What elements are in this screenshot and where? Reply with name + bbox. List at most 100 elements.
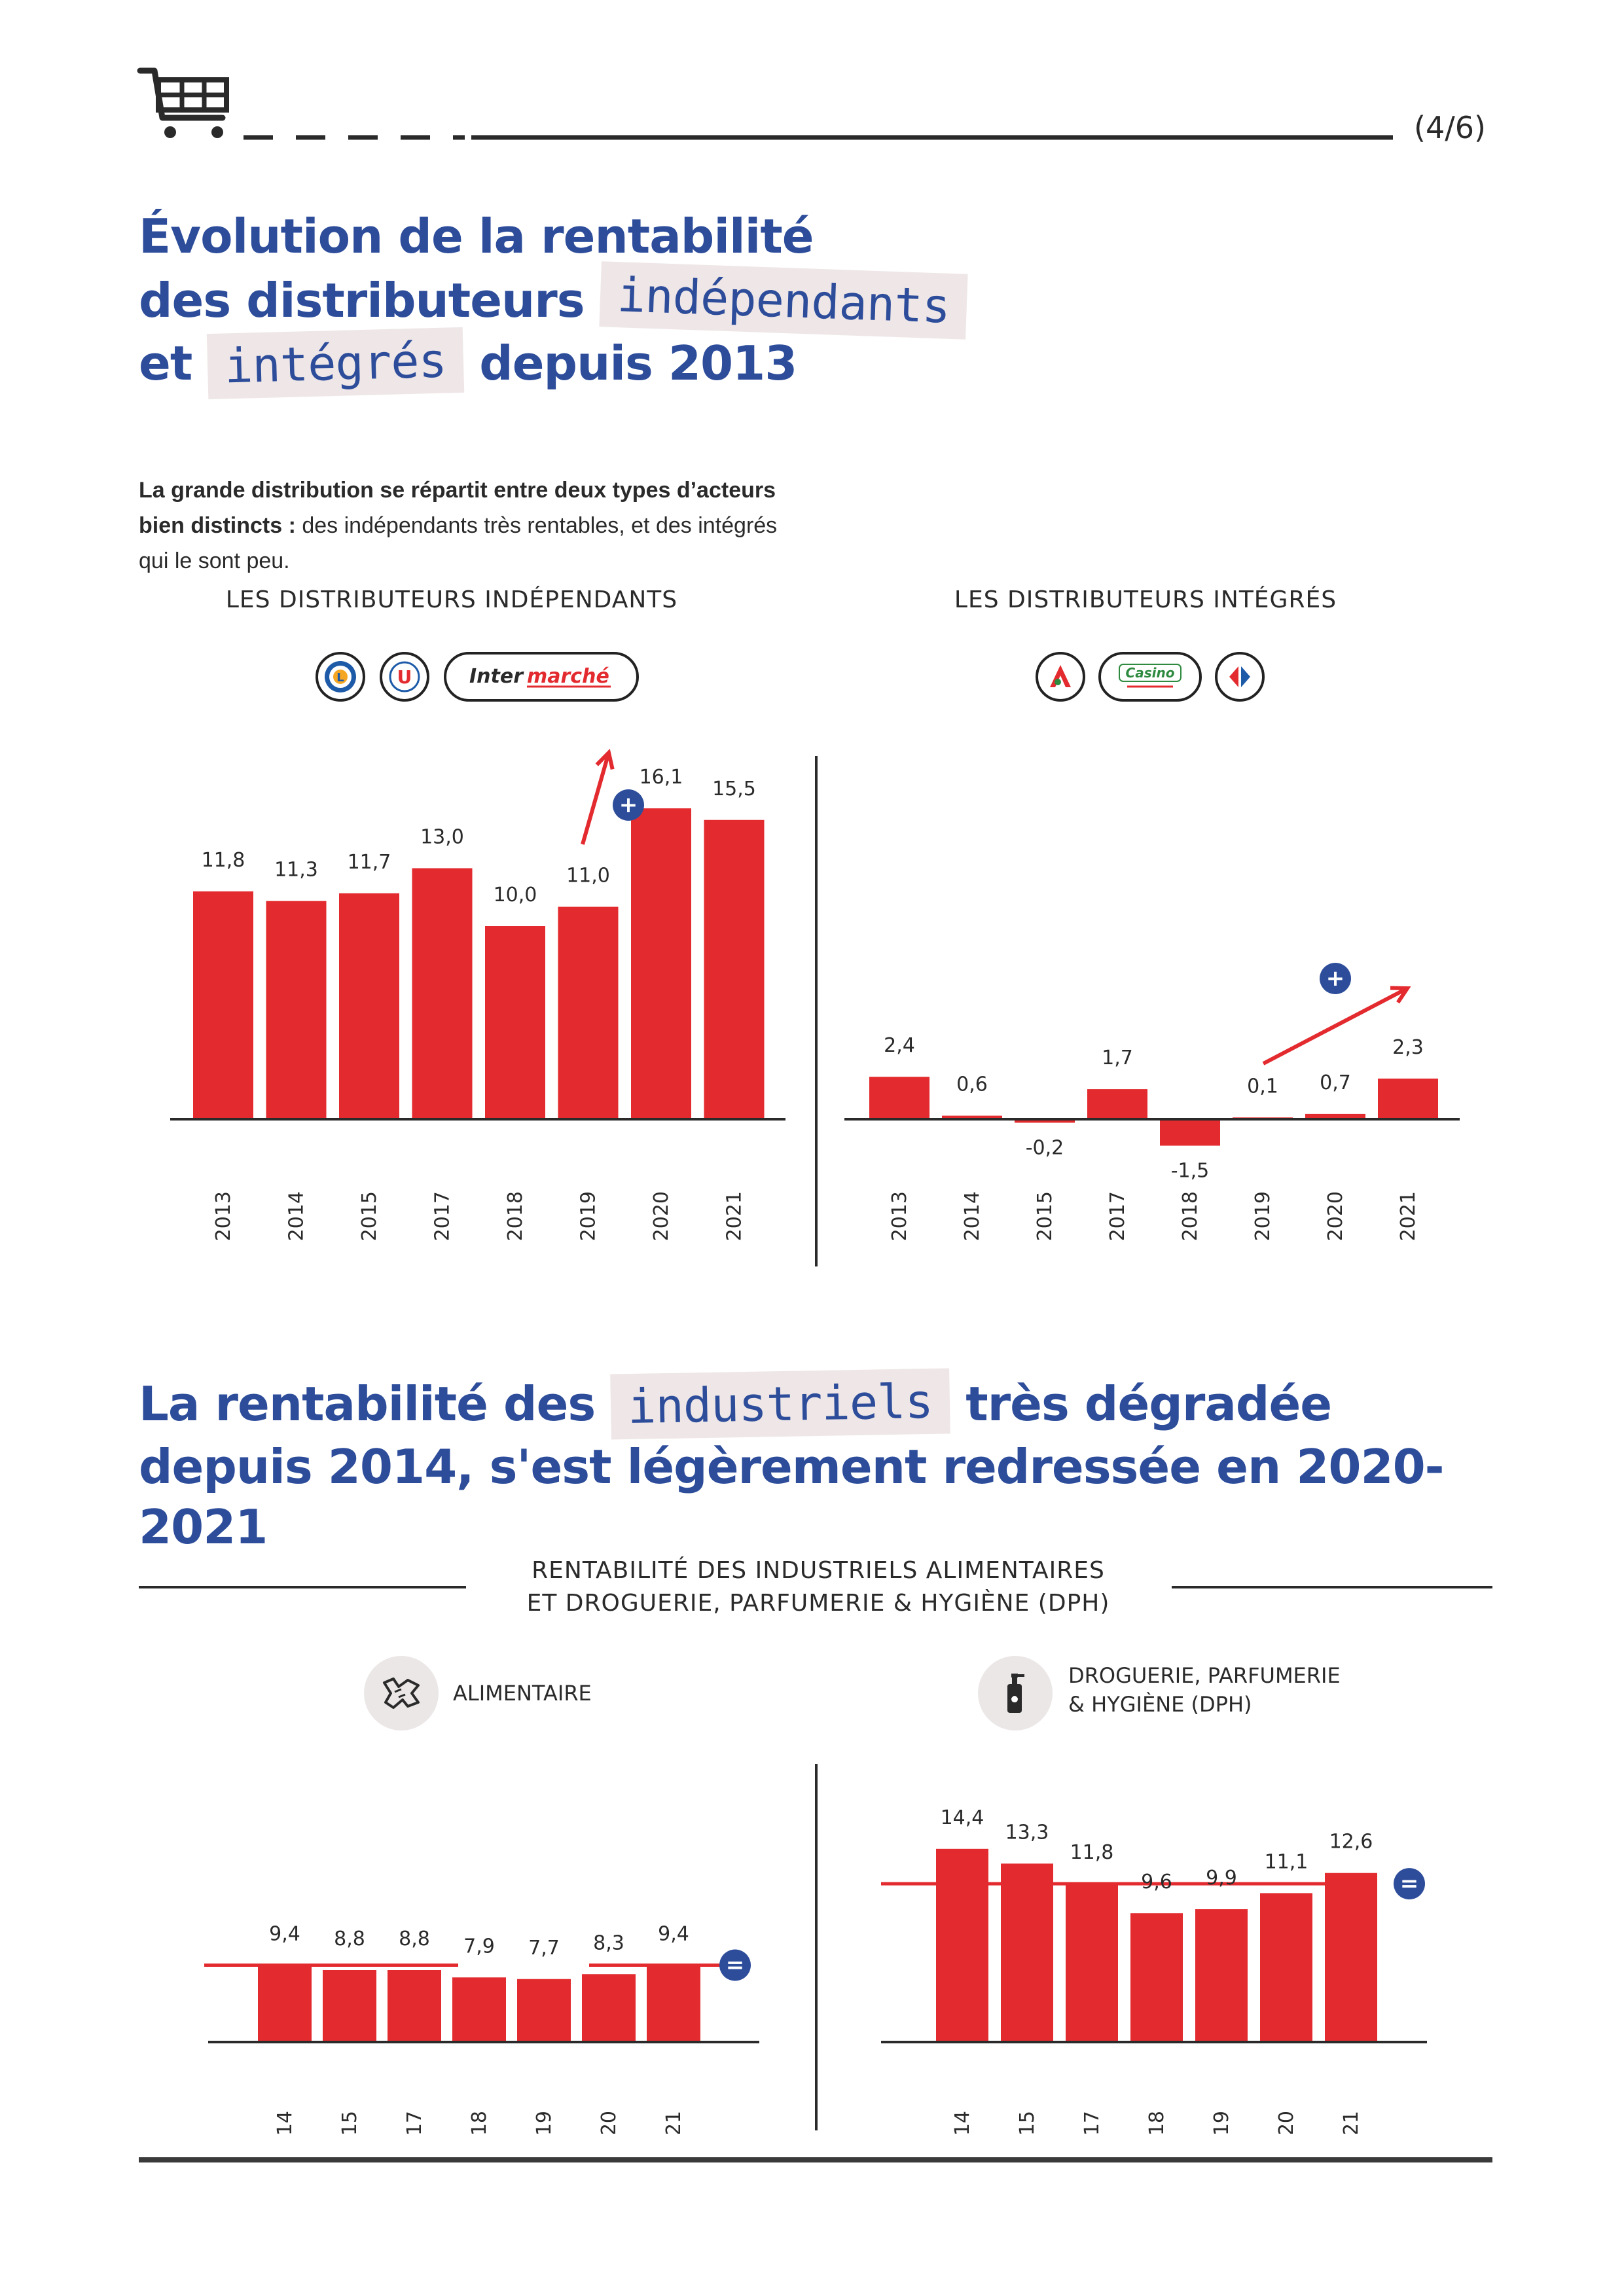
bar-2020 bbox=[1305, 1113, 1365, 1119]
tick-label-2014: 2014 bbox=[951, 2111, 974, 2134]
data-label-2015: 8,8 bbox=[334, 1928, 365, 1950]
data-label-2019: 7,7 bbox=[528, 1937, 560, 1960]
bar-2019 bbox=[1195, 1909, 1248, 2042]
trend-arrow-up bbox=[1262, 986, 1411, 1066]
tick-label-2019: 2019 bbox=[1210, 2111, 1233, 2134]
dph-label: DROGUERIE, PARFUMERIE & HYGIÈNE (DPH) bbox=[1068, 1661, 1341, 1719]
header-rule bbox=[244, 135, 1393, 140]
tick-label-2015: 2015 bbox=[1016, 2111, 1039, 2134]
tick-label-2020: 2020 bbox=[1324, 1191, 1347, 1241]
title2-line-1a: La rentabilité des bbox=[139, 1376, 596, 1431]
data-label-2021: 9,4 bbox=[658, 1923, 689, 1946]
bar-2013 bbox=[193, 891, 253, 1119]
intro-line-3: qui le sont peu. bbox=[139, 548, 290, 573]
tick-label-2013: 2013 bbox=[212, 1191, 235, 1241]
bar-2015 bbox=[1001, 1863, 1053, 2042]
dph-label-line-1: DROGUERIE, PARFUMERIE bbox=[1068, 1663, 1341, 1688]
data-label-2021: 15,5 bbox=[712, 778, 756, 800]
title2-line-2: depuis 2014, s'est légèrement redressée … bbox=[139, 1439, 1445, 1554]
highlight-independants: indépendants bbox=[599, 261, 968, 340]
intermarche-logo: Inter marché bbox=[444, 652, 639, 702]
bar-2018 bbox=[1130, 1913, 1183, 2042]
bar-2021 bbox=[704, 819, 765, 1119]
tick-label-2015: 2015 bbox=[1034, 1191, 1056, 1241]
data-label-2018: 10,0 bbox=[494, 884, 537, 906]
data-label-2015: -0,2 bbox=[1026, 1136, 1064, 1159]
bar-2014 bbox=[258, 1965, 312, 2042]
tick-label-2018: 2018 bbox=[1179, 1191, 1202, 1241]
intro-paragraph: La grande distribution se répartit entre… bbox=[139, 473, 924, 579]
data-label-2015: 11,7 bbox=[348, 851, 391, 874]
svg-text:marché: marché bbox=[527, 665, 609, 688]
svg-text:U: U bbox=[397, 666, 412, 688]
tick-label-2018: 2018 bbox=[504, 1191, 527, 1241]
data-label-2019: 0,1 bbox=[1247, 1075, 1278, 1098]
svg-text:=: = bbox=[726, 1952, 745, 1979]
bar-2018 bbox=[1160, 1119, 1220, 1146]
tick-label-2019: 2019 bbox=[533, 2111, 556, 2134]
tick-label-2017: 2017 bbox=[431, 1191, 454, 1241]
bar-2021 bbox=[647, 1965, 700, 2042]
tick-label-2019: 2019 bbox=[577, 1191, 600, 1241]
bar-2021 bbox=[1378, 1078, 1438, 1119]
data-label-2013: 2,4 bbox=[884, 1034, 915, 1057]
data-label-2013: 11,8 bbox=[202, 849, 245, 872]
section2-heading-line-1: RENTABILITÉ DES INDUSTRIELS ALIMENTAIRES bbox=[532, 1557, 1105, 1584]
bar-2018 bbox=[485, 926, 545, 1119]
data-label-2020: 11,1 bbox=[1265, 1850, 1308, 1873]
data-label-2017: 1,7 bbox=[1102, 1047, 1133, 1069]
data-label-2019: 9,9 bbox=[1206, 1867, 1237, 1890]
title-line-3a: et bbox=[139, 336, 192, 391]
chart-alimentaire: 9,4 2014 8,8 2015 8,8 2017 7,9 2018 7,7 2019 8,3 20… bbox=[204, 1923, 759, 2134]
svg-text:Inter: Inter bbox=[469, 665, 524, 688]
svg-text:+: + bbox=[1326, 965, 1345, 992]
snack-icon bbox=[364, 1656, 439, 1731]
data-label-2020: 8,3 bbox=[593, 1931, 624, 1954]
tick-label-2020: 2020 bbox=[1275, 2111, 1298, 2134]
section2-rule-left bbox=[139, 1586, 466, 1588]
section2-rule-right bbox=[1172, 1586, 1492, 1588]
section2-heading-line-2: ET DROGUERIE, PARFUMERIE & HYGIÈNE (DPH) bbox=[526, 1590, 1110, 1617]
bar-2014 bbox=[942, 1115, 1002, 1119]
data-label-2018: 9,6 bbox=[1141, 1871, 1172, 1893]
bar-2017 bbox=[1087, 1089, 1147, 1119]
section2-title: La rentabilité des industriels très dégr… bbox=[139, 1368, 1546, 1557]
data-label-2020: 0,7 bbox=[1320, 1071, 1351, 1094]
bar-2020 bbox=[582, 1974, 636, 2042]
tick-label-2017: 2017 bbox=[1106, 1191, 1129, 1241]
carrefour-logo bbox=[1215, 652, 1265, 702]
tick-label-2014: 2014 bbox=[285, 1191, 308, 1241]
svg-text:+: + bbox=[619, 792, 638, 818]
data-label-2021: 12,6 bbox=[1329, 1831, 1373, 1854]
tick-label-2021: 2021 bbox=[723, 1191, 746, 1241]
data-label-2020: 16,1 bbox=[640, 766, 683, 789]
soap-bottle-icon bbox=[978, 1656, 1053, 1731]
highlight-integres: intégrés bbox=[207, 327, 465, 400]
section1-title: Évolution de la rentabilité des distribu… bbox=[139, 206, 1121, 400]
svg-text:=: = bbox=[1400, 1871, 1419, 1897]
casino-logo: Casino bbox=[1098, 652, 1202, 702]
bar-2017 bbox=[412, 868, 473, 1119]
tick-label-2015: 2015 bbox=[338, 2111, 361, 2134]
trend-arrow-up bbox=[581, 748, 615, 845]
svg-text:L: L bbox=[336, 671, 344, 685]
data-label-2019: 11,0 bbox=[566, 865, 610, 888]
chart-integres: 2,4 2013 0,6 2014 -0,2 2015 1,7 2017 -1,5 2018 0,1… bbox=[844, 963, 1460, 1241]
data-label-2017: 13,0 bbox=[420, 826, 464, 849]
bar-2021 bbox=[1325, 1873, 1377, 2042]
chart-divider bbox=[815, 756, 818, 1266]
tick-label-2021: 2021 bbox=[662, 2111, 685, 2134]
svg-text:Casino: Casino bbox=[1126, 665, 1175, 681]
alimentaire-label: ALIMENTAIRE bbox=[453, 1681, 592, 1706]
bar-2014 bbox=[266, 901, 327, 1119]
tick-label-2019: 2019 bbox=[1252, 1191, 1274, 1241]
bar-2020 bbox=[631, 808, 691, 1119]
bar-2017 bbox=[388, 1970, 441, 2042]
data-label-2018: 7,9 bbox=[463, 1935, 495, 1958]
data-label-2018: -1,5 bbox=[1171, 1160, 1210, 1183]
bar-2015 bbox=[339, 893, 399, 1119]
data-label-2014: 9,4 bbox=[269, 1923, 300, 1946]
shopping-cart-icon bbox=[137, 67, 229, 138]
title-line-1: Évolution de la rentabilité bbox=[139, 209, 814, 264]
chart-divider-2 bbox=[815, 1764, 818, 2130]
